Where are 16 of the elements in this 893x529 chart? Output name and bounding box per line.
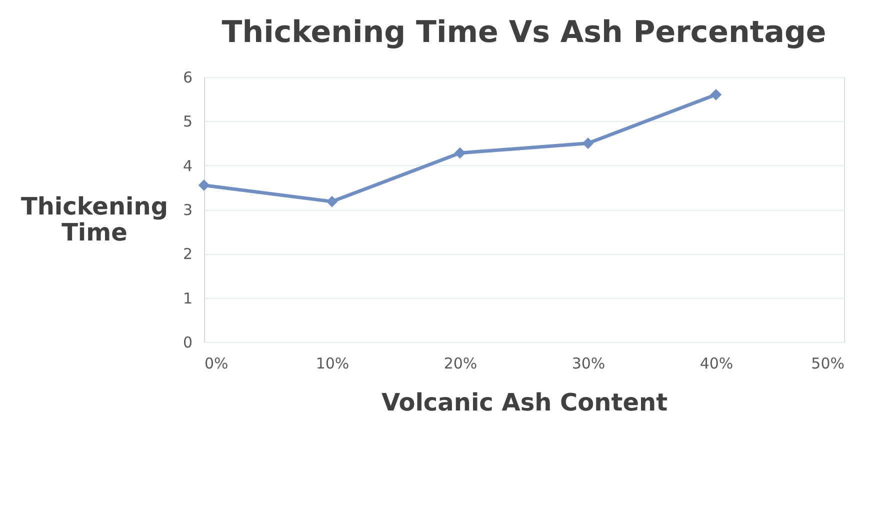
x-tick-label: 30% bbox=[572, 354, 606, 372]
x-tick-label: 10% bbox=[316, 354, 350, 372]
x-tick-label: 50% bbox=[811, 354, 844, 372]
y-tick-label: 2 bbox=[182, 245, 192, 264]
x-axis-title: Volcanic Ash Content bbox=[381, 388, 668, 416]
x-tick-label: 20% bbox=[444, 354, 478, 372]
y-tick-label: 6 bbox=[182, 68, 192, 86]
chart-title: Thickening Time Vs Ash Percentage bbox=[222, 15, 826, 50]
x-tick-label: 0% bbox=[204, 354, 228, 372]
y-tick-label: 3 bbox=[182, 201, 192, 219]
y-axis-title: Thickening Time bbox=[20, 192, 168, 246]
x-tick-label: 40% bbox=[700, 354, 734, 372]
y-tick-label: 0 bbox=[182, 334, 192, 352]
y-tick-label: 4 bbox=[182, 156, 192, 175]
y-tick-label: 5 bbox=[182, 112, 192, 131]
y-tick-label: 1 bbox=[182, 289, 192, 308]
